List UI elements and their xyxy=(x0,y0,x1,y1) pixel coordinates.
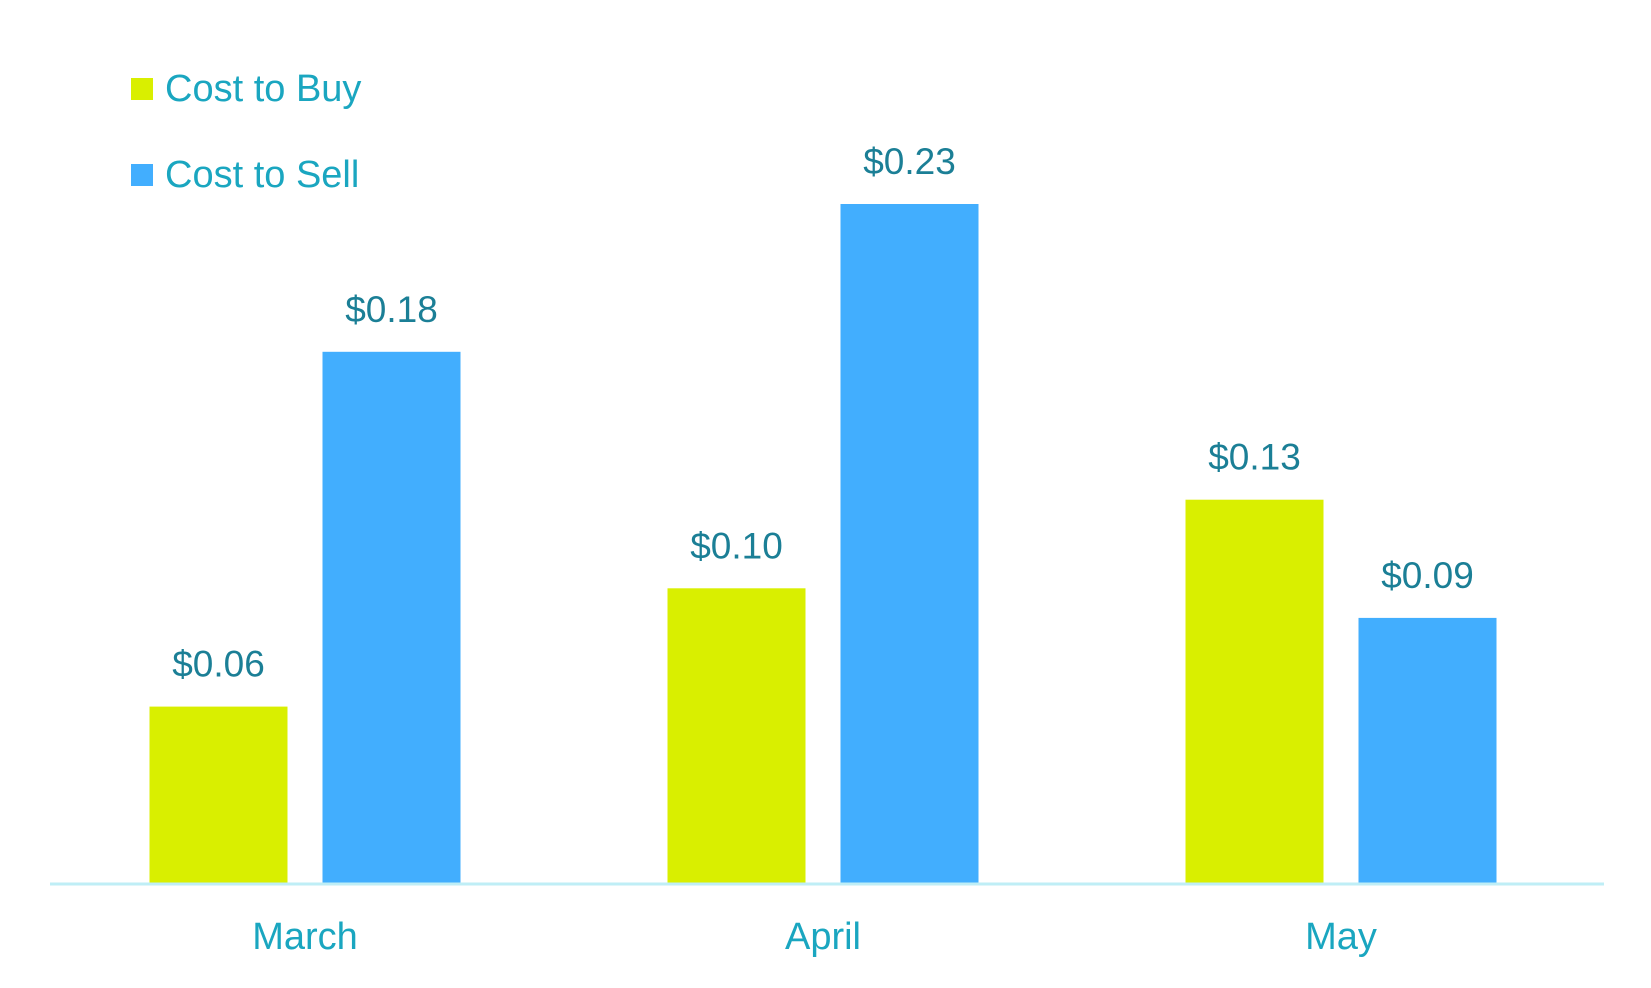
legend-label-cost-to-buy: Cost to Buy xyxy=(165,68,361,110)
bar-april-cost-to-buy xyxy=(667,588,806,884)
bar-may-cost-to-buy xyxy=(1185,499,1324,884)
legend-swatch-cost-to-sell xyxy=(131,164,153,186)
category-label-march: March xyxy=(252,916,358,958)
value-label-march-cost-to-sell: $0.18 xyxy=(345,289,438,330)
value-labels-group: $0.06 $0.18 $0.10 $0.23 $0.13 $0.09 xyxy=(172,141,1474,685)
value-label-april-cost-to-sell: $0.23 xyxy=(863,141,956,182)
category-label-april: April xyxy=(785,916,861,958)
bar-may-cost-to-sell xyxy=(1358,617,1497,884)
value-label-may-cost-to-buy: $0.13 xyxy=(1208,437,1301,478)
value-label-march-cost-to-buy: $0.06 xyxy=(172,644,265,685)
bar-april-cost-to-sell xyxy=(840,204,979,884)
legend-swatch-cost-to-buy xyxy=(131,78,153,100)
legend-label-cost-to-sell: Cost to Sell xyxy=(165,154,359,196)
bar-march-cost-to-sell xyxy=(322,351,461,884)
category-label-may: May xyxy=(1305,916,1377,958)
value-label-april-cost-to-buy: $0.10 xyxy=(690,525,783,566)
bars-group xyxy=(149,204,1497,884)
legend: Cost to Buy Cost to Sell xyxy=(131,68,361,196)
value-label-may-cost-to-sell: $0.09 xyxy=(1381,555,1474,596)
bar-march-cost-to-buy xyxy=(149,706,288,884)
category-labels-group: March April May xyxy=(252,916,1377,958)
